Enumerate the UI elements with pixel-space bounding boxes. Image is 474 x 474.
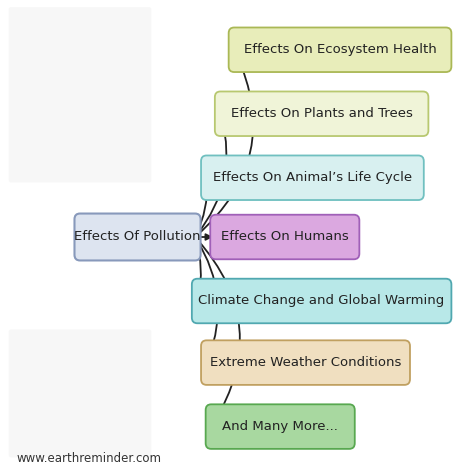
Text: Effects Of Pollution: Effects Of Pollution: [74, 230, 201, 244]
FancyBboxPatch shape: [192, 279, 451, 323]
Text: Effects On Plants and Trees: Effects On Plants and Trees: [231, 107, 412, 120]
FancyBboxPatch shape: [74, 213, 201, 261]
FancyBboxPatch shape: [201, 155, 424, 200]
Text: Climate Change and Global Warming: Climate Change and Global Warming: [199, 294, 445, 308]
Text: Effects On Ecosystem Health: Effects On Ecosystem Health: [244, 43, 437, 56]
Text: Extreme Weather Conditions: Extreme Weather Conditions: [210, 356, 401, 369]
Text: And Many More...: And Many More...: [222, 420, 338, 433]
FancyBboxPatch shape: [215, 91, 428, 136]
FancyBboxPatch shape: [9, 329, 151, 457]
Text: Effects On Humans: Effects On Humans: [221, 230, 349, 244]
FancyBboxPatch shape: [9, 7, 151, 182]
Text: Effects On Animal’s Life Cycle: Effects On Animal’s Life Cycle: [213, 171, 412, 184]
Text: www.earthreminder.com: www.earthreminder.com: [17, 453, 162, 465]
FancyBboxPatch shape: [210, 215, 359, 259]
FancyBboxPatch shape: [228, 27, 451, 72]
FancyBboxPatch shape: [201, 340, 410, 385]
FancyBboxPatch shape: [206, 404, 355, 449]
